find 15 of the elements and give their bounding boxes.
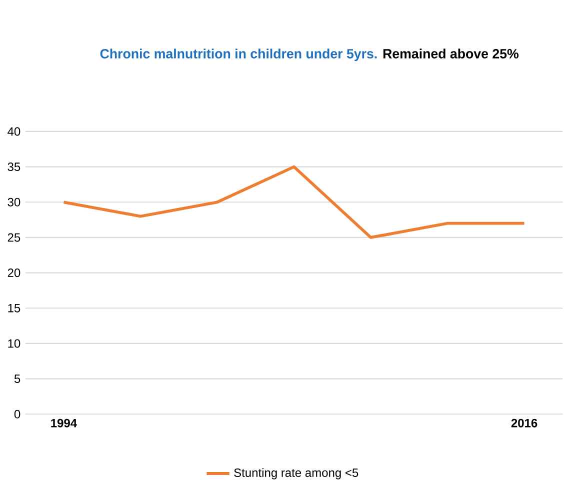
legend-label: Stunting rate among <5 [234,468,358,480]
y-tick-label: 40 [8,127,20,136]
y-tick-label: 20 [8,268,20,277]
y-tick-label: 25 [8,233,20,242]
chart-subtitle: Remained above 25% [383,48,519,58]
y-tick-label: 15 [8,304,20,312]
y-tick-label: 10 [8,339,20,348]
y-tick-label: 5 [14,374,20,383]
y-tick-label: 35 [8,162,20,171]
line-series [62,165,526,239]
chart-title: Chronic malnutrition in children under 5yrs. [100,48,377,62]
x-tick-label: 2016 [511,418,538,428]
y-tick-label: 0 [14,410,20,418]
x-tick-label: 1994 [51,418,77,428]
y-tick-label: 30 [8,198,20,206]
